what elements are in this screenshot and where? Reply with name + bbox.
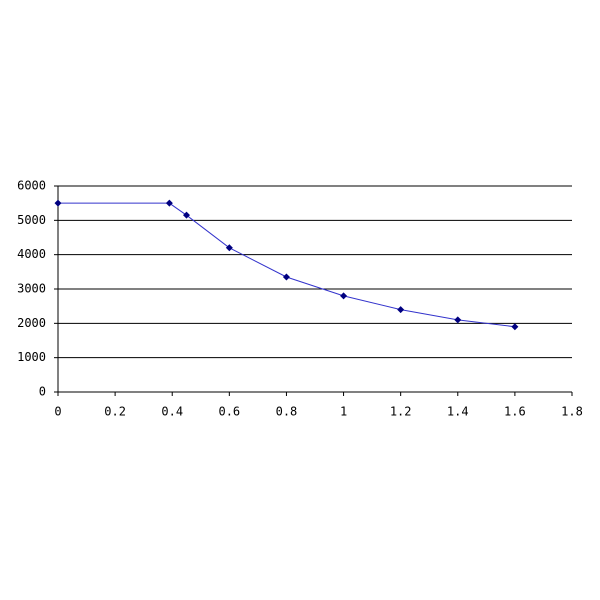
data-point — [397, 306, 405, 314]
data-point — [183, 211, 190, 219]
data-point — [511, 323, 519, 331]
x-tick-label: 1.8 — [561, 405, 583, 419]
y-tick-label: 1000 — [17, 350, 46, 364]
data-point — [282, 273, 290, 281]
x-tick-label: 0.2 — [104, 405, 126, 419]
x-tick-label: 0.6 — [218, 405, 240, 419]
series-line — [58, 202, 515, 328]
x-tick-label: 0 — [54, 405, 61, 419]
data-point — [54, 199, 62, 207]
y-tick-label: 3000 — [17, 282, 46, 296]
x-tick-label: 0.4 — [161, 405, 183, 419]
data-point — [165, 199, 173, 207]
x-tick-label: 1 — [340, 405, 347, 419]
x-tick-label: 1.4 — [447, 405, 469, 419]
y-tick-label: 0 — [39, 385, 46, 399]
data-point — [340, 292, 348, 300]
data-point — [454, 316, 462, 324]
x-tick-label: 0.8 — [276, 405, 298, 419]
data-point — [225, 244, 233, 252]
y-tick-label: 6000 — [17, 179, 46, 193]
x-tick-label: 1.6 — [504, 405, 526, 419]
y-tick-label: 4000 — [17, 247, 46, 261]
y-tick-label: 2000 — [17, 316, 46, 330]
y-tick-label: 5000 — [17, 213, 46, 227]
x-tick-label: 1.2 — [390, 405, 412, 419]
